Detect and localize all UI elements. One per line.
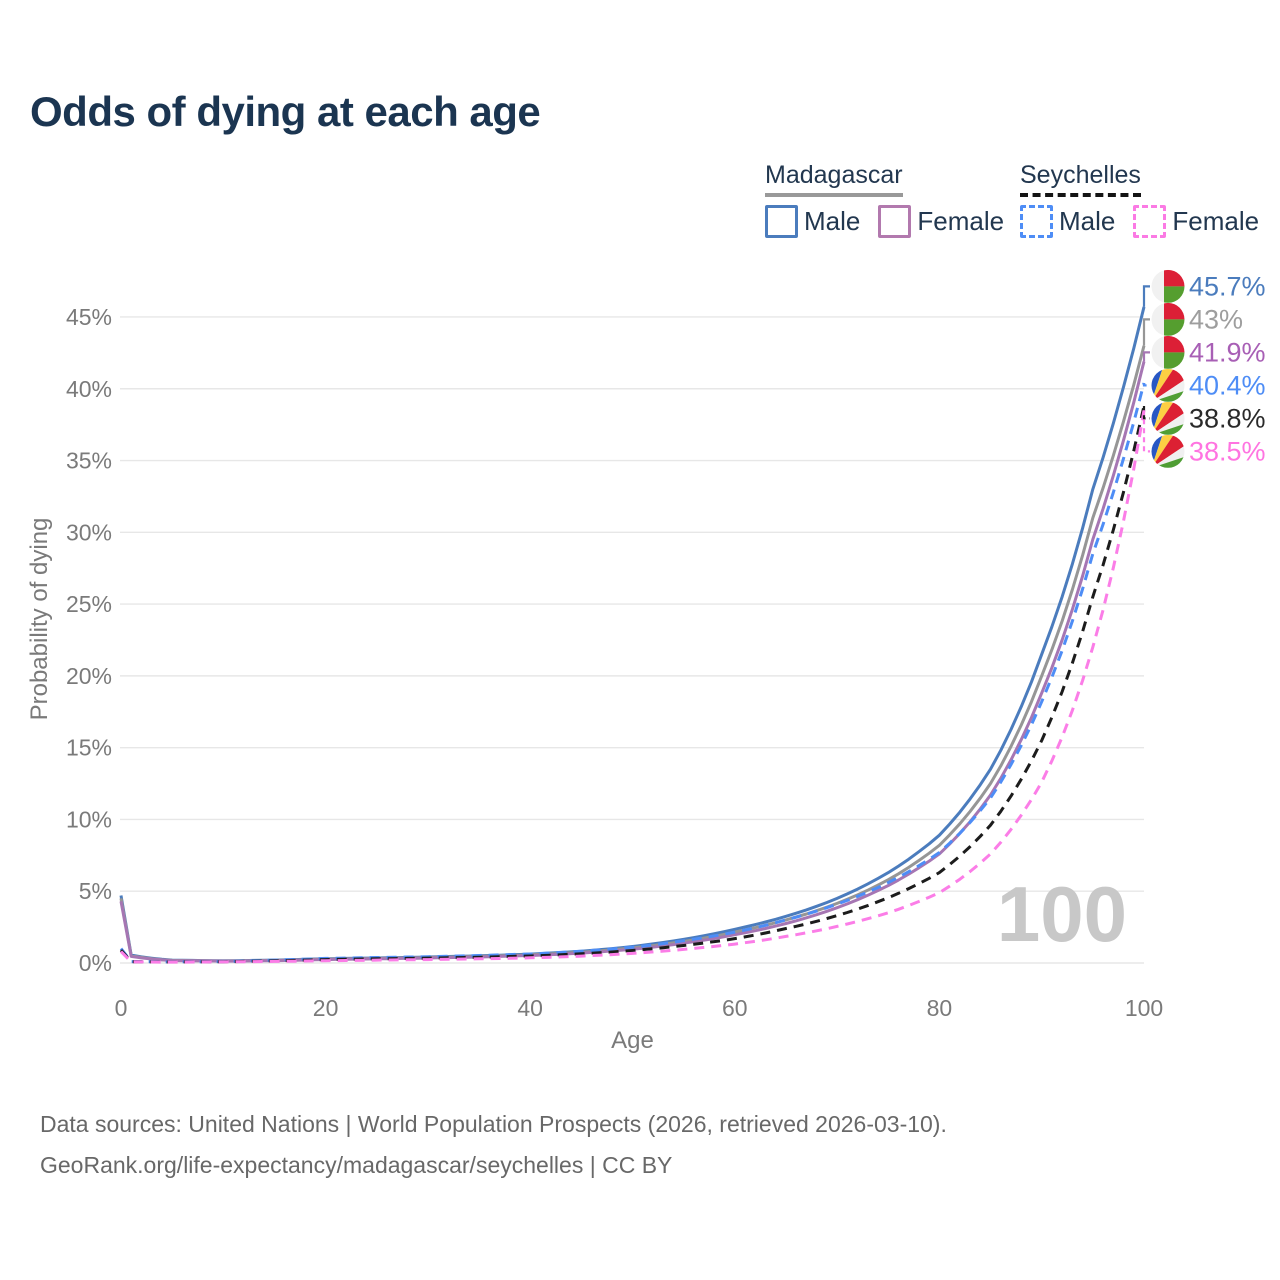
x-tick-label: 0 [115,995,128,1021]
seychelles-female-swatch[interactable] [1133,205,1167,238]
age-watermark: 100 [997,870,1127,958]
footer: Data sources: United Nations | World Pop… [40,1104,947,1186]
attribution-line: GeoRank.org/life-expectancy/madagascar/s… [40,1152,673,1178]
data-source-line: Data sources: United Nations | World Pop… [40,1111,947,1137]
leader-line-madagascar-female [1142,351,1150,362]
y-tick-label: 10% [66,806,112,832]
madagascar-flag-icon [1151,269,1185,303]
legend-item-seychelles-male[interactable]: Male [1020,205,1115,238]
legend-label: Male [804,206,861,236]
series-line-madagascar-female [119,361,1146,963]
y-tick-label: 40% [66,376,112,402]
x-tick-label: 40 [517,995,543,1021]
legend-label: Female [917,206,1005,236]
y-tick-label: 30% [66,519,112,545]
page-title: Odds of dying at each age [30,88,541,135]
legend-item-madagascar-female[interactable]: Female [878,205,1004,238]
legend-group-madagascar: Madagascar Male Female [765,161,1004,238]
legend-item-madagascar-male[interactable]: Male [765,205,860,238]
series-line-madagascar-male [119,306,1146,963]
seychelles-flag-icon [1151,401,1185,435]
end-value-label-seychelles-male: 40.4% [1189,370,1266,400]
madagascar-solid-line-sample [765,193,903,197]
y-tick-label: 45% [66,304,112,330]
y-tick-label: 15% [66,735,112,761]
leader-line-madagascar-male [1142,285,1150,307]
legend-label: Female [1172,206,1260,236]
seychelles-dashed-line-sample [1020,193,1141,197]
legend-header-madagascar: Madagascar [765,161,903,197]
madagascar-female-swatch[interactable] [878,205,912,238]
leader-line-seychelles-average [1142,406,1150,420]
madagascar-male-swatch[interactable] [765,205,798,238]
y-tick-label: 5% [79,878,112,904]
leader-line-seychelles-male [1142,383,1150,387]
end-value-label-madagascar-average: 43% [1189,304,1243,334]
legend-country-madagascar: Madagascar [765,161,903,189]
madagascar-flag-icon [1151,302,1185,336]
x-axis-title: Age [611,1027,654,1054]
seychelles-flag-icon [1151,368,1185,402]
series-line-seychelles-male [119,382,1146,964]
seychelles-male-swatch[interactable] [1020,205,1053,238]
y-tick-label: 35% [66,448,112,474]
series-line-madagascar-average [119,345,1146,963]
y-tick-label: 20% [66,663,112,689]
x-tick-label: 20 [313,995,339,1021]
legend-group-seychelles: Seychelles Male Female [1020,161,1259,238]
x-tick-label: 80 [927,995,953,1021]
series-line-seychelles-average [119,405,1146,964]
end-value-label-seychelles-average: 38.8% [1189,403,1266,433]
y-tick-label: 25% [66,591,112,617]
seychelles-flag-icon [1151,434,1185,468]
y-axis-title: Probability of dying [26,518,53,721]
leader-line-madagascar-average [1142,318,1150,346]
end-value-label-madagascar-male: 45.7% [1189,271,1266,301]
legend-item-seychelles-female[interactable]: Female [1133,205,1259,238]
legend-country-seychelles: Seychelles [1020,161,1141,189]
y-tick-label: 0% [79,950,112,976]
end-value-label-madagascar-female: 41.9% [1189,337,1266,367]
legend-label: Male [1059,206,1116,236]
leader-line-seychelles-female [1142,410,1150,453]
madagascar-flag-icon [1151,335,1185,369]
series-line-seychelles-female [119,410,1146,964]
x-tick-label: 60 [722,995,748,1021]
end-value-label-seychelles-female: 38.5% [1189,436,1266,466]
legend-header-seychelles: Seychelles [1020,161,1141,197]
x-tick-label: 100 [1125,995,1163,1021]
